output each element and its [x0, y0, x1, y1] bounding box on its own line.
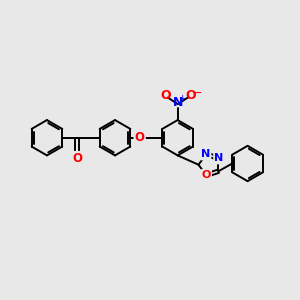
- Text: N: N: [214, 153, 224, 163]
- Text: O: O: [160, 88, 171, 101]
- Text: N: N: [201, 149, 210, 159]
- Text: +: +: [178, 94, 186, 103]
- Text: O: O: [185, 88, 196, 101]
- Text: N: N: [172, 96, 183, 109]
- Text: O: O: [72, 152, 82, 165]
- Text: O: O: [202, 170, 211, 180]
- Text: −: −: [191, 87, 202, 100]
- Text: O: O: [135, 131, 145, 144]
